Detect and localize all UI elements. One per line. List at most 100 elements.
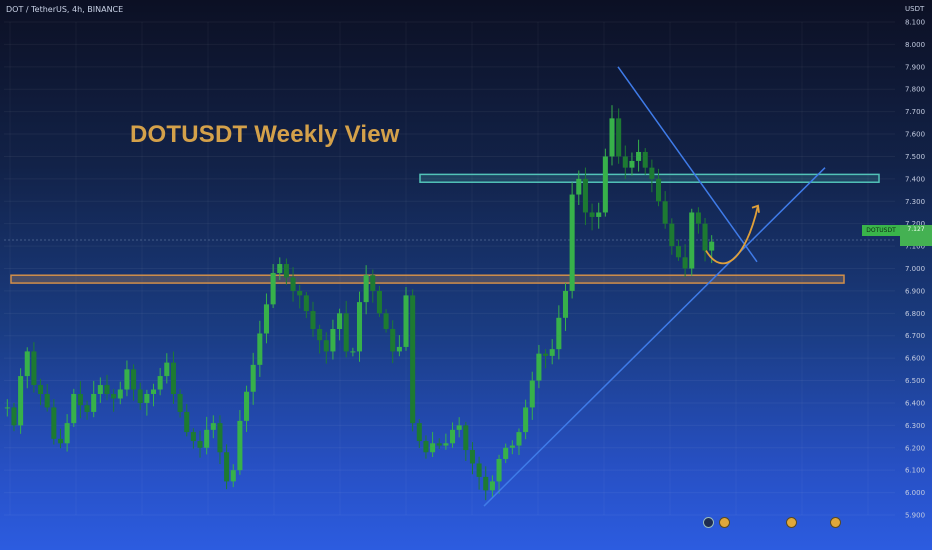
candle-body bbox=[164, 362, 170, 377]
candle-body bbox=[376, 290, 382, 314]
candle-body bbox=[137, 389, 143, 403]
candle-body bbox=[476, 463, 482, 477]
candle-body bbox=[104, 385, 110, 394]
y-tick-label: 7.900 bbox=[905, 63, 925, 71]
candle-body bbox=[131, 369, 137, 390]
emoji-icon[interactable] bbox=[786, 517, 797, 528]
candle-body bbox=[443, 443, 449, 446]
candle-body bbox=[184, 411, 190, 433]
y-tick-label: 7.300 bbox=[905, 198, 925, 206]
candle-body bbox=[277, 264, 283, 273]
candle-body bbox=[602, 156, 608, 213]
candle-body bbox=[709, 241, 715, 251]
y-tick-label: 6.100 bbox=[905, 467, 925, 475]
candle-body bbox=[250, 364, 256, 392]
candle-body bbox=[18, 376, 24, 426]
emoji-icon[interactable] bbox=[719, 517, 730, 528]
candle-body bbox=[569, 194, 575, 291]
ascending-trendline bbox=[483, 167, 826, 507]
y-tick-label: 7.500 bbox=[905, 153, 925, 161]
candle-body bbox=[483, 476, 489, 491]
candle-body bbox=[237, 420, 243, 471]
candle-body bbox=[589, 212, 595, 217]
y-tick-label: 6.900 bbox=[905, 287, 925, 295]
candle-body bbox=[576, 178, 582, 195]
candle-body bbox=[622, 156, 628, 168]
candle-body bbox=[224, 452, 230, 482]
candle-body bbox=[636, 151, 642, 161]
candle-body bbox=[596, 212, 602, 217]
candle-body bbox=[396, 346, 402, 352]
flash-icon[interactable] bbox=[703, 517, 714, 528]
y-tick-label: 6.400 bbox=[905, 399, 925, 407]
candle-body bbox=[210, 423, 216, 430]
candle-body bbox=[675, 246, 681, 258]
candle-body bbox=[416, 423, 422, 442]
candle-body bbox=[430, 443, 436, 453]
candle-body bbox=[450, 429, 456, 444]
candle-body bbox=[682, 257, 688, 269]
candle-body bbox=[323, 340, 329, 352]
candle-body bbox=[463, 425, 469, 451]
candle-body bbox=[356, 302, 363, 352]
candle-body bbox=[290, 277, 296, 291]
candle-body bbox=[124, 369, 130, 390]
y-tick-label: 8.000 bbox=[905, 41, 925, 49]
candle-body bbox=[310, 311, 316, 330]
y-tick-label: 6.200 bbox=[905, 444, 925, 452]
candle-body bbox=[536, 353, 542, 381]
candle-body bbox=[270, 272, 276, 305]
candle-body bbox=[503, 447, 509, 459]
candle-body bbox=[297, 290, 303, 296]
candle-body bbox=[423, 441, 429, 453]
candle-body bbox=[117, 389, 123, 399]
candle-body bbox=[403, 295, 409, 347]
candle-body bbox=[77, 393, 83, 406]
candle-body bbox=[523, 407, 529, 433]
candle-body bbox=[204, 429, 210, 448]
candle-body bbox=[556, 317, 562, 350]
candle-body bbox=[642, 151, 648, 168]
y-tick-label: 7.100 bbox=[905, 243, 925, 251]
candle-body bbox=[263, 304, 269, 334]
ticker-tag: DOTUSDT bbox=[862, 225, 900, 236]
candle-body bbox=[529, 380, 535, 408]
y-tick-label: 7.700 bbox=[905, 108, 925, 116]
y-tick-label: 6.700 bbox=[905, 332, 925, 340]
candle-body bbox=[217, 423, 223, 453]
candle-body bbox=[157, 376, 163, 390]
candle-body bbox=[702, 223, 708, 251]
projection-arrowhead bbox=[751, 204, 760, 213]
y-tick-label: 6.300 bbox=[905, 422, 925, 430]
candle-body bbox=[616, 118, 622, 157]
candle-body bbox=[343, 313, 349, 352]
y-tick-label: 5.900 bbox=[905, 512, 925, 520]
y-tick-label: 7.000 bbox=[905, 265, 925, 273]
candle-body bbox=[436, 443, 442, 446]
candle-body bbox=[64, 423, 70, 444]
candle-body bbox=[97, 385, 103, 394]
candle-body bbox=[244, 391, 250, 421]
candle-body bbox=[489, 481, 495, 491]
candle-body bbox=[662, 201, 668, 224]
candle-body bbox=[317, 329, 323, 341]
candle-body bbox=[562, 290, 569, 318]
candle-body bbox=[695, 212, 701, 224]
y-tick-label: 7.800 bbox=[905, 86, 925, 94]
y-tick-label: 6.600 bbox=[905, 355, 925, 363]
currency-unit: USDT bbox=[905, 5, 925, 13]
y-tick-label: 6.000 bbox=[905, 489, 925, 497]
candle-body bbox=[655, 178, 662, 202]
candle-body bbox=[410, 295, 416, 424]
emoji-icon[interactable] bbox=[830, 517, 841, 528]
candle-body bbox=[11, 407, 17, 426]
candle-body bbox=[177, 393, 183, 412]
candle-body bbox=[150, 389, 157, 394]
candle-body bbox=[549, 349, 555, 356]
candle-body bbox=[44, 393, 50, 408]
candle-body bbox=[38, 385, 44, 394]
candle-body bbox=[456, 425, 462, 430]
y-tick-label: 7.600 bbox=[905, 131, 925, 139]
